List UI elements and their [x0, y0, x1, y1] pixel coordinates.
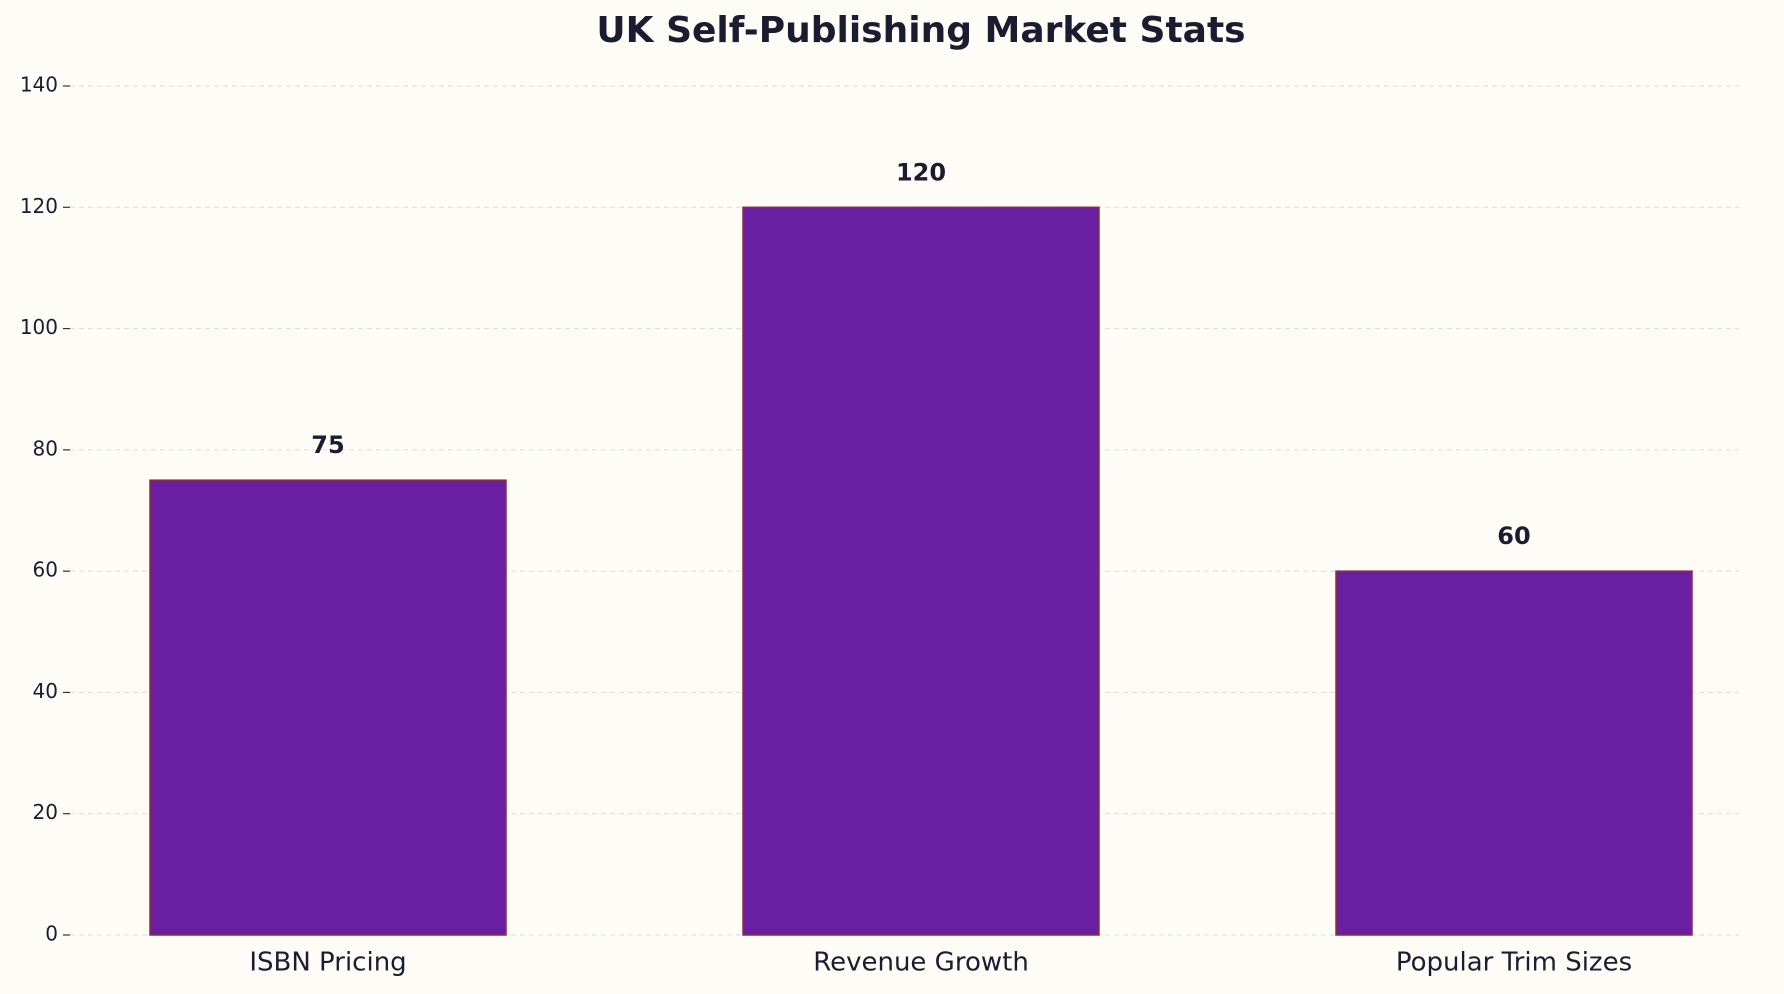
bar [742, 206, 1100, 936]
y-tick-label: 0 [45, 922, 58, 946]
y-tick-label: 120 [20, 194, 58, 218]
y-tick-label: 20 [33, 800, 58, 824]
value-label: 120 [896, 158, 946, 186]
x-tick-label: Revenue Growth [813, 948, 1029, 978]
y-tick-label: 60 [33, 558, 58, 582]
x-tick-label: Popular Trim Sizes [1396, 948, 1632, 978]
y-tick-label: 80 [33, 436, 58, 460]
bar [149, 479, 507, 936]
chart-title: UK Self-Publishing Market Stats [596, 10, 1245, 51]
y-tick-label: 100 [20, 315, 58, 339]
bar [1335, 570, 1693, 936]
value-label: 75 [311, 431, 344, 459]
x-tick-label: ISBN Pricing [249, 948, 406, 978]
value-label: 60 [1497, 522, 1530, 550]
y-tick-label: 140 [20, 73, 58, 97]
y-tick-label: 40 [33, 679, 58, 703]
